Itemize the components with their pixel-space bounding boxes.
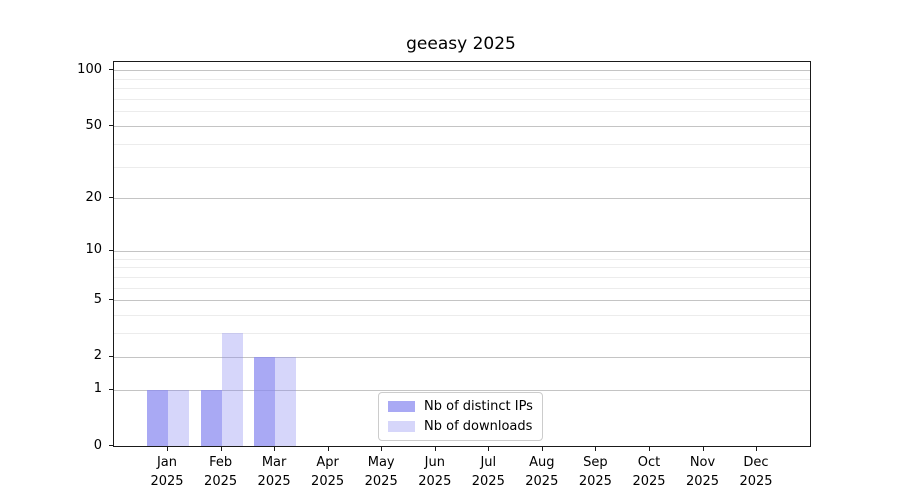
y-major-gridline bbox=[114, 126, 810, 127]
legend-label-downloads: Nb of downloads bbox=[424, 419, 533, 434]
y-minor-gridline bbox=[114, 78, 810, 80]
x-tick bbox=[488, 446, 490, 451]
bar-distinct-ips-month-1 bbox=[147, 389, 168, 446]
y-minor-gridline bbox=[114, 315, 810, 316]
y-tick bbox=[109, 355, 113, 357]
y-tick-label: 100 bbox=[77, 61, 102, 77]
x-tick bbox=[327, 446, 329, 451]
y-minor-gridline bbox=[114, 143, 810, 145]
y-tick bbox=[109, 249, 113, 251]
x-tick-label: Aug 2025 bbox=[525, 455, 559, 489]
y-tick bbox=[109, 125, 113, 126]
bar-distinct-ips-month-2 bbox=[200, 389, 222, 446]
plot-area: Nb of distinct IPs Nb of downloads bbox=[113, 61, 811, 447]
legend-item-distinct-ips: Nb of distinct IPs bbox=[388, 399, 533, 414]
bar-downloads-month-3 bbox=[275, 356, 297, 446]
y-major-gridline bbox=[114, 356, 810, 358]
x-tick-label: Jul 2025 bbox=[471, 455, 505, 489]
x-tick-label: Dec 2025 bbox=[739, 455, 773, 489]
x-tick bbox=[434, 446, 436, 451]
x-tick-label: Apr 2025 bbox=[311, 455, 345, 489]
y-tick-label: 0 bbox=[93, 437, 102, 453]
bar-downloads-month-2 bbox=[221, 333, 243, 446]
x-tick bbox=[381, 446, 383, 451]
x-tick-label: May 2025 bbox=[364, 455, 398, 489]
y-minor-gridline bbox=[114, 287, 810, 289]
x-tick bbox=[756, 446, 757, 451]
y-tick-label: 10 bbox=[85, 242, 102, 258]
x-tick-label: Feb 2025 bbox=[204, 455, 238, 489]
legend-item-downloads: Nb of downloads bbox=[388, 419, 533, 434]
y-minor-gridline bbox=[114, 111, 810, 113]
y-tick bbox=[109, 445, 113, 446]
y-tick-label: 50 bbox=[85, 117, 102, 133]
x-tick-label: Sep 2025 bbox=[578, 455, 612, 489]
y-tick bbox=[109, 388, 113, 390]
y-tick-label: 1 bbox=[93, 381, 102, 397]
y-major-gridline bbox=[114, 389, 810, 391]
y-minor-gridline bbox=[114, 166, 810, 168]
y-minor-gridline bbox=[114, 276, 810, 278]
x-tick bbox=[649, 446, 650, 451]
y-major-gridline bbox=[114, 250, 810, 252]
legend-swatch-distinct-ips-icon bbox=[388, 401, 415, 412]
y-tick-label: 20 bbox=[85, 189, 102, 205]
legend-swatch-downloads-icon bbox=[388, 421, 415, 432]
x-tick bbox=[220, 446, 222, 451]
x-tick-label: Nov 2025 bbox=[685, 455, 720, 489]
x-tick bbox=[274, 446, 276, 451]
y-minor-gridline bbox=[114, 267, 810, 269]
x-tick bbox=[595, 446, 597, 451]
y-major-gridline bbox=[114, 70, 810, 72]
x-tick-label: Jun 2025 bbox=[418, 455, 452, 489]
y-minor-gridline bbox=[114, 99, 810, 101]
x-tick-label: Oct 2025 bbox=[632, 455, 666, 489]
x-tick bbox=[167, 446, 168, 451]
y-minor-gridline bbox=[114, 88, 810, 90]
x-tick bbox=[702, 446, 704, 451]
legend: Nb of distinct IPs Nb of downloads bbox=[378, 392, 543, 441]
y-tick bbox=[109, 69, 113, 71]
legend-label-distinct-ips: Nb of distinct IPs bbox=[424, 399, 533, 414]
x-tick bbox=[541, 446, 543, 451]
y-major-gridline bbox=[114, 198, 810, 200]
y-tick bbox=[109, 299, 113, 301]
y-minor-gridline bbox=[114, 258, 810, 260]
y-major-gridline bbox=[114, 300, 810, 302]
x-tick-label: Jan 2025 bbox=[150, 455, 184, 489]
bar-distinct-ips-month-3 bbox=[254, 356, 276, 446]
x-tick-label: Mar 2025 bbox=[257, 455, 291, 489]
y-tick bbox=[109, 197, 113, 199]
y-tick-label: 2 bbox=[93, 348, 102, 364]
bar-downloads-month-1 bbox=[168, 389, 189, 446]
y-tick-label: 5 bbox=[93, 291, 102, 307]
chart-title: geeasy 2025 bbox=[406, 34, 516, 54]
y-minor-gridline bbox=[114, 333, 810, 335]
